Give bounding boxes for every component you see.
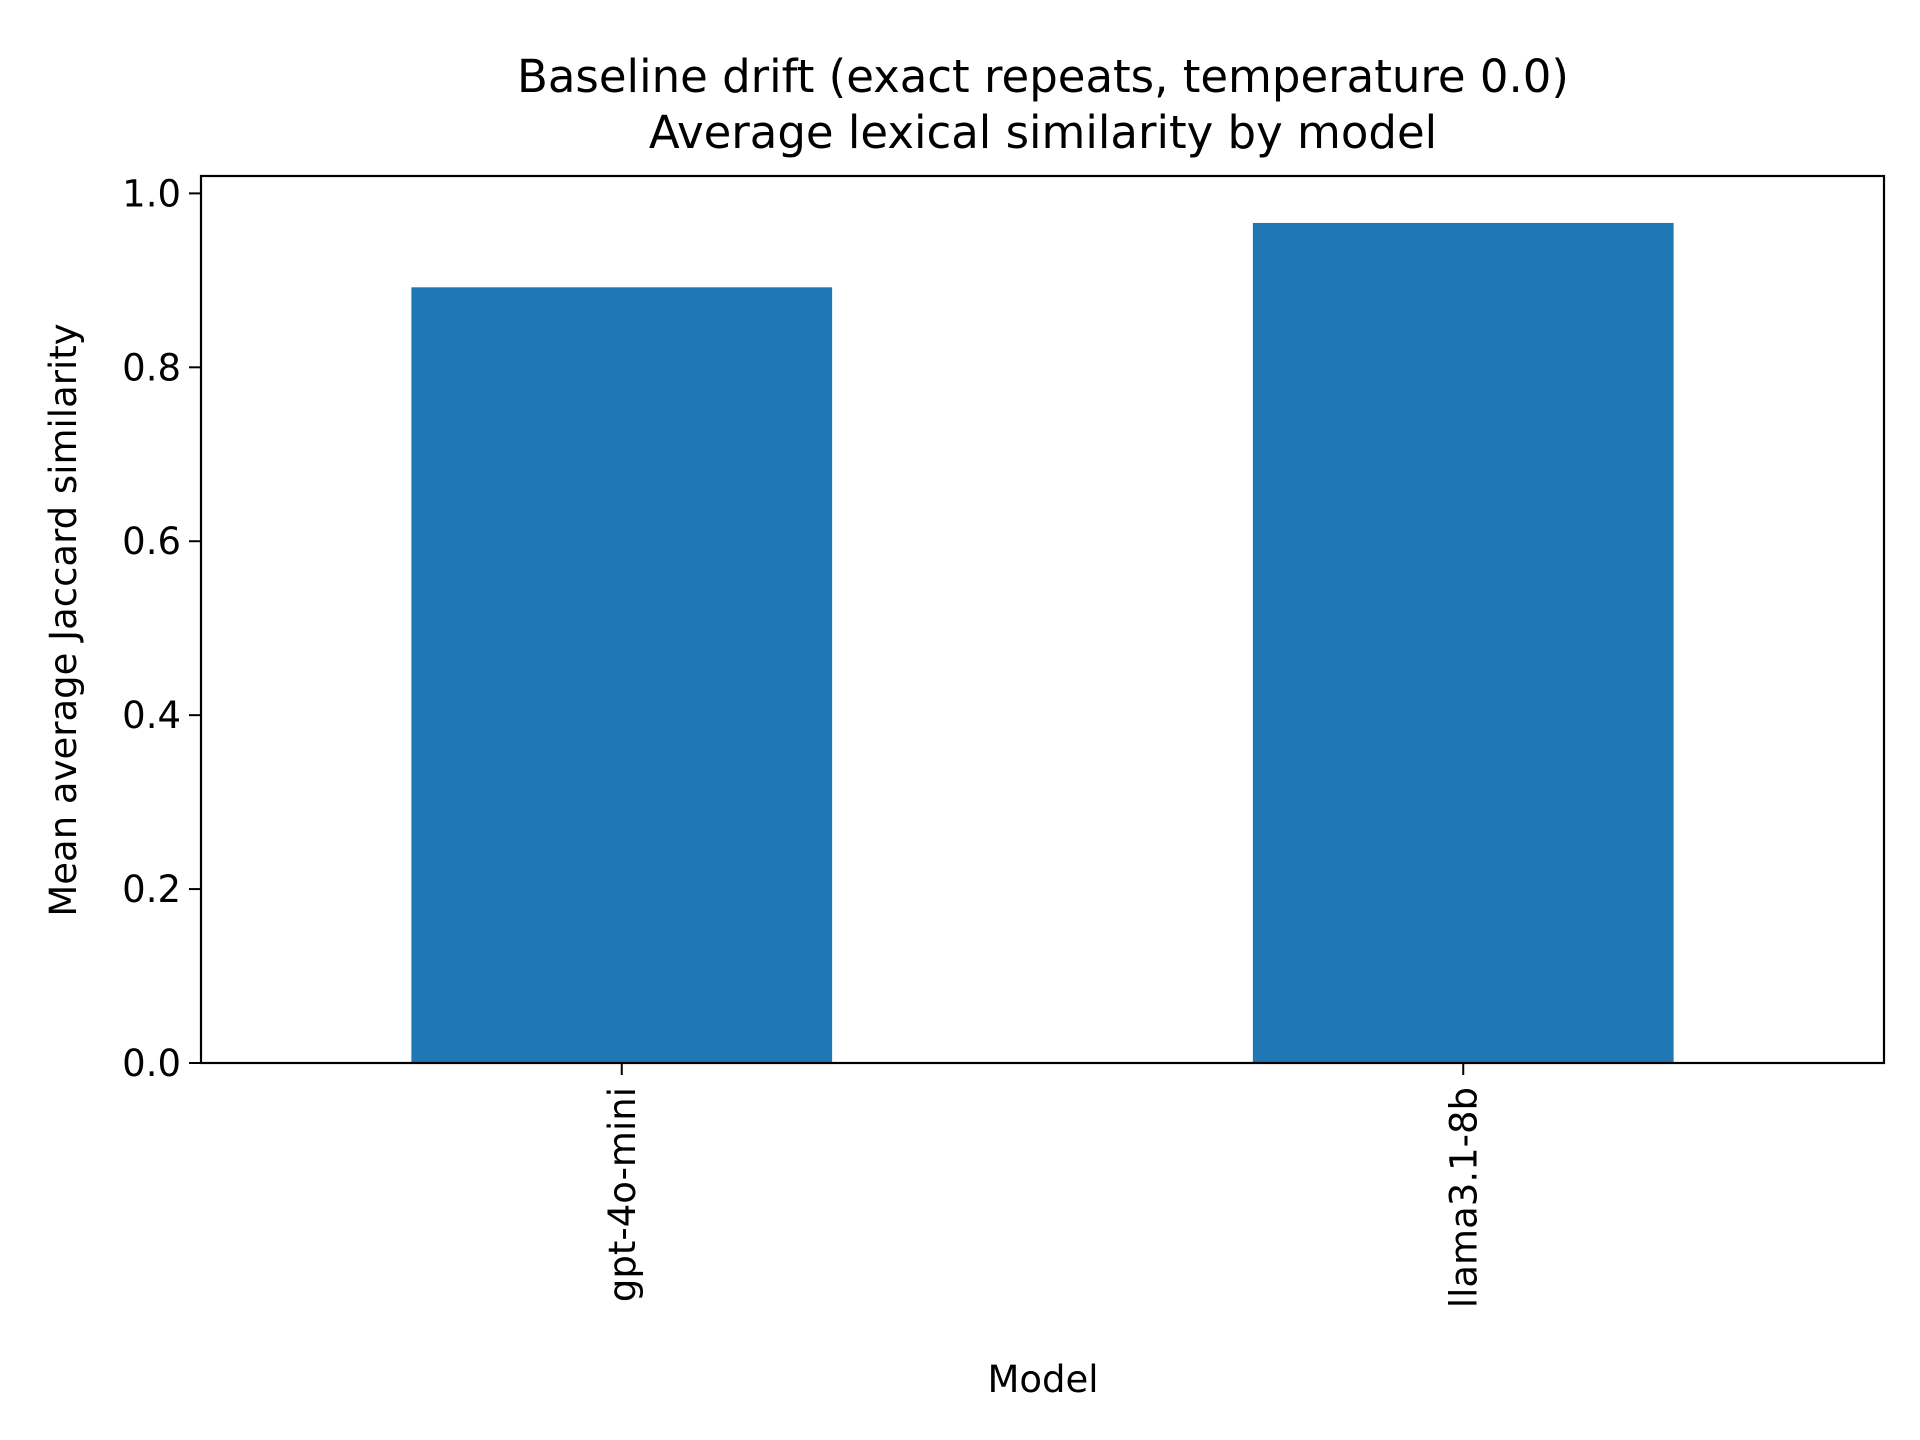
y-tick-label: 0.2 — [122, 868, 181, 911]
x-tick-label: llama3.1-8b — [1442, 1087, 1485, 1308]
y-axis-label: Mean average Jaccard similarity — [42, 323, 85, 916]
x-axis-ticks: gpt-4o-mini llama3.1-8b — [601, 1063, 1485, 1308]
y-tick-label: 0.6 — [122, 520, 181, 563]
bar-gpt-4o-mini — [411, 287, 833, 1063]
y-tick-label: 0.4 — [122, 694, 181, 737]
chart-title-line2: Average lexical similarity by model — [649, 106, 1437, 159]
plot-area-frame — [199, 174, 1886, 1065]
bars-layer — [411, 222, 1674, 1064]
y-tick-label: 0.0 — [122, 1042, 181, 1085]
x-tick-label: gpt-4o-mini — [601, 1087, 644, 1302]
y-tick-label: 1.0 — [122, 172, 181, 215]
bar-llama3.1-8b — [1252, 222, 1674, 1064]
y-axis-ticks: 0.0 0.2 0.4 0.6 0.8 1.0 — [122, 172, 201, 1085]
y-tick-label: 0.8 — [122, 346, 181, 389]
x-axis-label: Model — [987, 1358, 1098, 1401]
chart-title-line1: Baseline drift (exact repeats, temperatu… — [517, 50, 1569, 103]
